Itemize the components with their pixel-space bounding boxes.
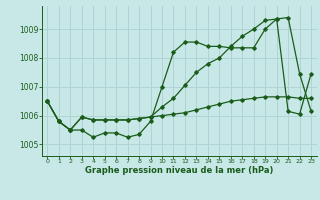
X-axis label: Graphe pression niveau de la mer (hPa): Graphe pression niveau de la mer (hPa): [85, 166, 273, 175]
